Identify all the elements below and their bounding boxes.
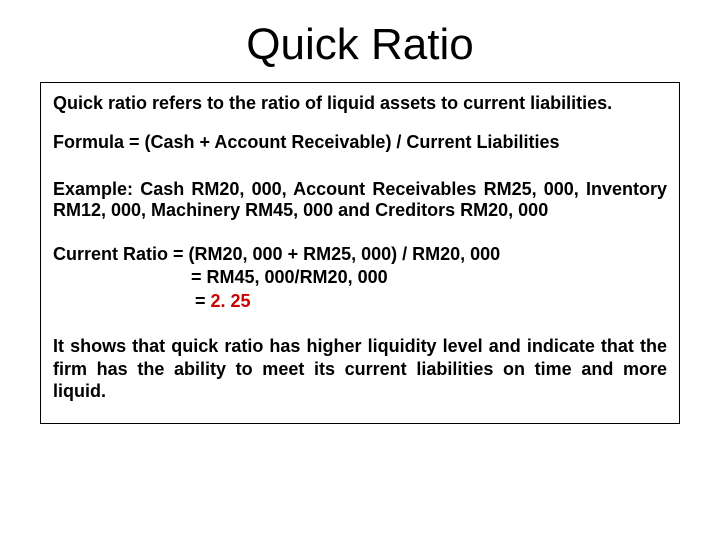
calc-prefix: = xyxy=(195,291,211,311)
example-text: Example: Cash RM20, 000, Account Receiva… xyxy=(53,179,667,221)
page-title: Quick Ratio xyxy=(40,20,680,70)
calc-line-2: = RM45, 000/RM20, 000 xyxy=(53,266,667,289)
conclusion-text: It shows that quick ratio has higher liq… xyxy=(53,335,667,403)
definition-text: Quick ratio refers to the ratio of liqui… xyxy=(53,93,667,114)
calc-line-1: Current Ratio = (RM20, 000 + RM25, 000) … xyxy=(53,243,667,266)
calc-line-3: = 2. 25 xyxy=(53,290,667,313)
formula-text: Formula = (Cash + Account Receivable) / … xyxy=(53,132,667,153)
calculation-block: Current Ratio = (RM20, 000 + RM25, 000) … xyxy=(53,243,667,313)
content-box: Quick ratio refers to the ratio of liqui… xyxy=(40,82,680,424)
result-value: 2. 25 xyxy=(211,291,251,311)
